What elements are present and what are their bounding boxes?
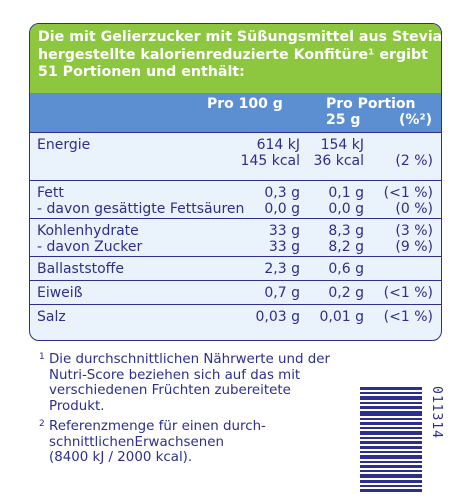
nutrient-label: - davon Zucker — [37, 239, 143, 255]
nutrient-label: - davon gesättigte Fettsäuren — [37, 201, 245, 217]
reference-intake-percent: (3 %) — [395, 223, 433, 239]
barcode-bar — [360, 441, 422, 444]
value-per-portion: 0,01 g — [319, 309, 364, 325]
reference-intake-percent: (<1 %) — [383, 185, 433, 201]
column-reference-intake: (%²) — [399, 112, 432, 128]
footnote-1: 1 Die durchschnittlichen Nährwerte und d… — [39, 350, 330, 414]
heading-line-1: Die mit Gelierzucker mit Süßungsmittel a… — [38, 29, 442, 45]
nutrient-label: Salz — [37, 309, 66, 325]
barcode-bar — [360, 465, 422, 468]
value-per-100g: 33 g — [268, 223, 300, 239]
footnote-1-mark: 1 — [39, 352, 45, 362]
nutrient-label: Energie — [37, 137, 91, 153]
value-per-100g: 33 g — [268, 239, 300, 255]
value-per-portion: 8,2 g — [328, 239, 364, 255]
value-per-100g: 0,03 g — [255, 309, 300, 325]
barcode-bar — [360, 489, 422, 492]
barcode-number: 011314 — [429, 386, 444, 439]
reference-intake-percent: (2 %) — [395, 153, 433, 169]
value-per-portion: 8,3 g — [328, 223, 364, 239]
barcode-bar — [360, 474, 422, 478]
heading-line-3: 51 Portionen und enthält: — [38, 64, 245, 80]
nutrient-label: Kohlenhydrate — [37, 223, 139, 239]
barcode-bar — [360, 427, 422, 429]
barcode-bar — [360, 431, 422, 435]
reference-intake-percent: (0 %) — [395, 201, 433, 217]
value-per-portion: 0,2 g — [328, 285, 364, 301]
value-per-portion: 0,6 g — [328, 261, 364, 277]
footnote-1-line: verschiedenen Früchten zubereitete — [49, 383, 291, 398]
heading-line-2: hergestellte kalorienreduzierte Konfitür… — [38, 46, 428, 63]
value-per-100g: 0,7 g — [264, 285, 300, 301]
barcode-bar — [360, 402, 422, 404]
barcode-bar — [360, 396, 422, 400]
value-per-100g: 614 kJ — [256, 137, 300, 153]
barcode-bar — [360, 392, 422, 394]
value-per-100g: 0,3 g — [264, 185, 300, 201]
value-per-portion: 154 kJ — [320, 137, 364, 153]
barcode-bar — [360, 437, 422, 439]
barcode-bar — [360, 451, 422, 453]
barcode-bar — [360, 446, 422, 449]
barcode-bar — [360, 470, 422, 472]
footnote-1-line: Die durchschnittlichen Nährwerte und der — [49, 352, 331, 367]
barcode-bar — [360, 480, 422, 483]
barcode-bar — [360, 455, 422, 459]
footnote-2: 2 Referenzmenge für einen durch- schnitt… — [39, 417, 266, 466]
table-heading: Die mit Gelierzucker mit Süßungsmittel a… — [30, 24, 441, 93]
table-row: Salz 0,03 g 0,01 g (<1 %) — [30, 304, 441, 328]
table-row: Eiweiß 0,7 g 0,2 g (<1 %) — [30, 280, 441, 304]
barcode-bar — [360, 461, 422, 463]
nutrient-label: Eiweiß — [37, 285, 83, 301]
nutrient-label: Fett — [37, 185, 64, 201]
footnote-1-line: Nutri-Score beziehen sich auf das mit — [49, 367, 301, 383]
footnote-2-line: schnittlichenErwachsenen — [49, 434, 224, 450]
reference-intake-percent: (9 %) — [395, 239, 433, 255]
nutrition-table: Die mit Gelierzucker mit Süßungsmittel a… — [29, 23, 442, 341]
barcode-bar — [360, 418, 422, 420]
table-row: Ballaststoffe 2,3 g 0,6 g — [30, 256, 441, 280]
value-per-100g: 0,0 g — [264, 201, 300, 217]
barcode-bar — [360, 485, 422, 487]
value-per-100g: 2,3 g — [264, 261, 300, 277]
reference-intake-percent: (<1 %) — [383, 309, 433, 325]
barcode-bar — [360, 406, 422, 409]
footnote-2-line: Referenzmenge für einen durch- — [49, 419, 266, 434]
table-row: Kohlenhydrate 33 g 8,3 g (3 %) - davon Zucke… — [30, 218, 441, 256]
barcode-bar — [360, 422, 422, 425]
footnote-1-line: Produkt. — [49, 398, 105, 414]
column-portion-size: 25 g — [326, 112, 361, 128]
column-per-portion: Pro Portion — [326, 96, 416, 112]
barcode-bar — [360, 387, 422, 390]
footnote-2-line: (8400 kJ / 2000 kcal). — [49, 450, 193, 465]
column-per-100g: Pro 100 g — [207, 96, 283, 112]
value-per-portion: 0,0 g — [328, 201, 364, 217]
barcode — [360, 387, 422, 492]
barcode-bar — [360, 411, 422, 416]
table-row: Fett 0,3 g 0,1 g (<1 %) - davon gesättigte F… — [30, 180, 441, 218]
table-row: Energie 614 kJ 154 kJ 145 kcal 36 kcal (2 %) — [30, 132, 441, 180]
footnote-2-mark: 2 — [39, 419, 45, 429]
nutrient-label: Ballaststoffe — [37, 261, 124, 277]
column-header: Pro 100 g Pro Portion 25 g (%²) — [30, 93, 441, 132]
value-per-portion: 0,1 g — [328, 185, 364, 201]
reference-intake-percent: (<1 %) — [383, 285, 433, 301]
value-per-portion: 36 kcal — [313, 153, 364, 169]
value-per-100g: 145 kcal — [240, 153, 300, 169]
